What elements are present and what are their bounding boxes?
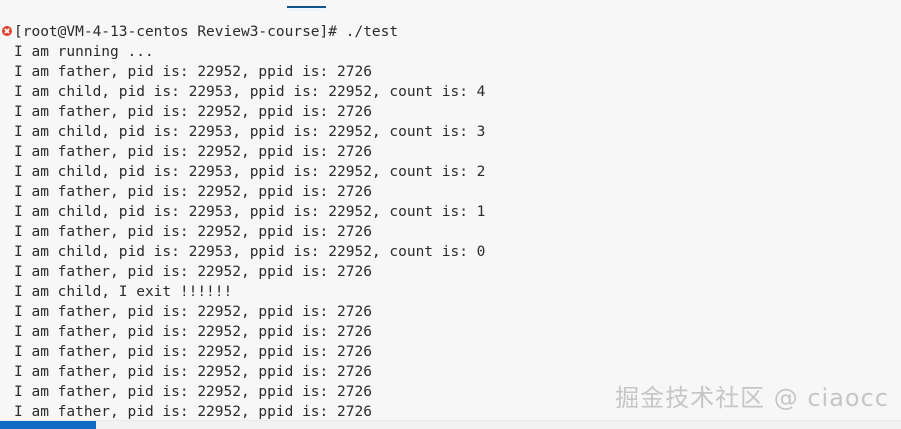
terminal-line: I am father, pid is: 22952, ppid is: 272… [14, 104, 372, 120]
horizontal-scrollbar-thumb[interactable] [0, 421, 96, 429]
error-circle-x-icon [2, 26, 12, 36]
terminal-line: I am father, pid is: 22952, ppid is: 272… [14, 344, 372, 360]
top-rule-decoration [287, 6, 326, 8]
top-rule-glow-decoration [287, 9, 326, 11]
terminal-line: I am father, pid is: 22952, ppid is: 272… [14, 324, 372, 340]
terminal-line: I am father, pid is: 22952, ppid is: 272… [14, 224, 372, 240]
terminal-line: I am child, pid is: 22953, ppid is: 2295… [14, 244, 486, 260]
terminal-line: I am father, pid is: 22952, ppid is: 272… [14, 144, 372, 160]
terminal-line: I am child, pid is: 22953, ppid is: 2295… [14, 124, 486, 140]
terminal-line: I am father, pid is: 22952, ppid is: 272… [14, 404, 372, 420]
terminal-prompt-line: [root@VM-4-13-centos Review3-course]# ./… [14, 24, 399, 40]
terminal-line: I am child, I exit !!!!!! [14, 284, 233, 300]
terminal-line: I am father, pid is: 22952, ppid is: 272… [14, 384, 372, 400]
watermark: 掘金技术社区 @ ciaocc [615, 384, 889, 412]
terminal-line: I am father, pid is: 22952, ppid is: 272… [14, 64, 372, 80]
terminal-line: I am father, pid is: 22952, ppid is: 272… [14, 264, 372, 280]
terminal-line: I am running ... [14, 44, 154, 60]
terminal-line: I am father, pid is: 22952, ppid is: 272… [14, 304, 372, 320]
terminal-line: I am father, pid is: 22952, ppid is: 272… [14, 364, 372, 380]
terminal-line: I am child, pid is: 22953, ppid is: 2295… [14, 164, 486, 180]
terminal-output: [root@VM-4-13-centos Review3-course]# ./… [0, 22, 901, 422]
terminal-line: I am child, pid is: 22953, ppid is: 2295… [14, 84, 486, 100]
terminal-line: I am father, pid is: 22952, ppid is: 272… [14, 184, 372, 200]
horizontal-scrollbar-track[interactable] [0, 420, 901, 429]
terminal-line: I am child, pid is: 22953, ppid is: 2295… [14, 204, 486, 220]
